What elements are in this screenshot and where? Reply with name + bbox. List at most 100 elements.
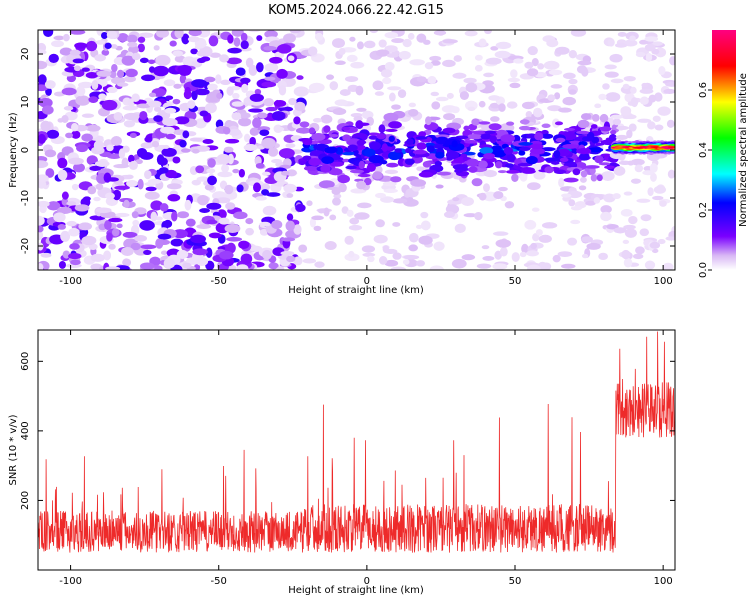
spectrogram-cell <box>604 64 617 70</box>
spectrogram-cell <box>535 229 543 236</box>
spectrogram-cell <box>363 40 376 49</box>
spectrogram-cell <box>375 219 385 228</box>
spectrogram-cell <box>356 180 367 190</box>
spectrogram-cell <box>163 219 173 228</box>
spectrogram-cell <box>182 262 192 269</box>
colorbar-label: Normalized spectral amplitude <box>738 73 749 227</box>
spectrogram-cell <box>435 96 449 102</box>
spectrogram-cell <box>585 200 596 206</box>
spectrogram-cell <box>153 115 163 123</box>
spectrogram-cell <box>529 147 546 155</box>
spectrogram-cell <box>185 218 196 227</box>
spectrogram-cell <box>505 163 514 168</box>
spectrogram-cell <box>558 107 572 113</box>
spectrogram-cell <box>167 194 181 202</box>
spectrogram-cell <box>483 152 496 160</box>
spectrogram-cell <box>544 166 554 174</box>
spectrogram-cell <box>307 46 318 56</box>
spectrogram-cell <box>489 134 497 144</box>
spectrogram-cell <box>525 156 538 165</box>
spectrogram-cell <box>257 112 268 119</box>
spectrogram-cell <box>406 138 414 146</box>
spectrogram-cell <box>521 243 529 254</box>
spectrogram-cell <box>140 262 155 270</box>
spectrogram-cell <box>165 133 176 140</box>
spectrogram-cell <box>96 70 112 77</box>
spectrogram-cell <box>283 183 297 193</box>
spectrogram-cell <box>53 35 65 41</box>
spectrogram-cell <box>604 165 615 170</box>
spectrogram-cell <box>415 224 423 229</box>
spectrogram-cell <box>541 133 554 139</box>
spectrogram-cell <box>226 57 242 65</box>
spectrogram-cell <box>641 82 649 88</box>
spectrogram-cell <box>105 266 121 270</box>
spectrogram-cell <box>76 144 88 153</box>
spectrogram-cell <box>190 48 198 55</box>
spectrogram-cell <box>285 143 296 148</box>
spectrogram-cell <box>116 69 125 78</box>
spectrogram-cell <box>85 124 101 132</box>
snr-y-tick-label: 600 <box>20 352 31 371</box>
spectrogram-cell <box>537 63 545 70</box>
spectrogram-cell <box>62 33 70 42</box>
spectrogram-cell <box>384 45 398 53</box>
spectrogram-cell <box>559 157 569 162</box>
spectrogram-cell <box>226 86 234 96</box>
spectrogram-cell <box>557 148 571 157</box>
spectrogram-cell <box>192 248 208 256</box>
spectrogram-cell <box>127 41 138 48</box>
spectrogram-cell <box>519 146 531 152</box>
spectrogram-cell <box>202 139 214 144</box>
spectrogram-cell <box>256 62 264 73</box>
spectrogram-cell <box>135 159 143 165</box>
spectrogram-cell <box>369 141 381 151</box>
spectrogram-cell <box>623 39 638 47</box>
spectrogram-cell <box>482 255 495 261</box>
spectrogram-cell <box>471 178 483 187</box>
spectrogram-cell <box>134 234 148 242</box>
spectrogram-cell <box>488 123 502 131</box>
spectrogram-cell <box>563 177 579 183</box>
spectrogram-cell <box>262 205 277 216</box>
spectrogram-cell <box>390 266 407 270</box>
spectrogram-cell <box>323 207 330 217</box>
spectrogram-cell <box>248 64 258 76</box>
spectrogram-cell <box>461 197 474 206</box>
spectrogram-cell <box>253 182 261 193</box>
spectrogram-cell <box>484 130 496 135</box>
spectrogram-cell <box>412 149 428 155</box>
spectrogram-cell <box>436 171 452 176</box>
spectrogram-cell <box>635 246 645 255</box>
spectrogram-cell <box>427 75 437 85</box>
spectrogram-cell <box>420 211 429 219</box>
spectrogram-cell <box>328 168 343 176</box>
spectrogram-cell <box>144 182 157 187</box>
spectrogram-cell <box>106 86 118 94</box>
spectrogram-cell <box>554 121 564 126</box>
spectrogram-cell <box>648 94 657 103</box>
spectrogram-cell <box>397 89 407 99</box>
spectrogram-cell <box>329 133 339 138</box>
spectrogram-cell <box>567 237 578 246</box>
spectrogram-cell <box>654 92 663 102</box>
spectrogram-cell <box>173 83 182 89</box>
spectrogram-cell <box>260 183 271 191</box>
spectrogram-cell <box>125 68 138 78</box>
spectrogram-cell <box>150 211 158 222</box>
spectrogram-cell <box>163 258 176 269</box>
spectrogram-cell <box>122 145 130 153</box>
spectrogram-cell <box>262 249 272 260</box>
spectrogram-cell <box>490 46 499 51</box>
spectrogram-cell <box>581 253 589 259</box>
spectrogram-cell <box>166 183 182 190</box>
spectrogram-cell <box>172 98 181 105</box>
spectrogram-cell <box>416 76 427 83</box>
spectrogram-cell <box>335 147 344 155</box>
spectrogram-cell <box>344 76 359 82</box>
spectrogram-cell <box>509 82 521 89</box>
spectrogram-cell <box>95 183 104 190</box>
spectrogram-cell <box>74 204 90 212</box>
spectrogram-cell <box>591 136 600 144</box>
